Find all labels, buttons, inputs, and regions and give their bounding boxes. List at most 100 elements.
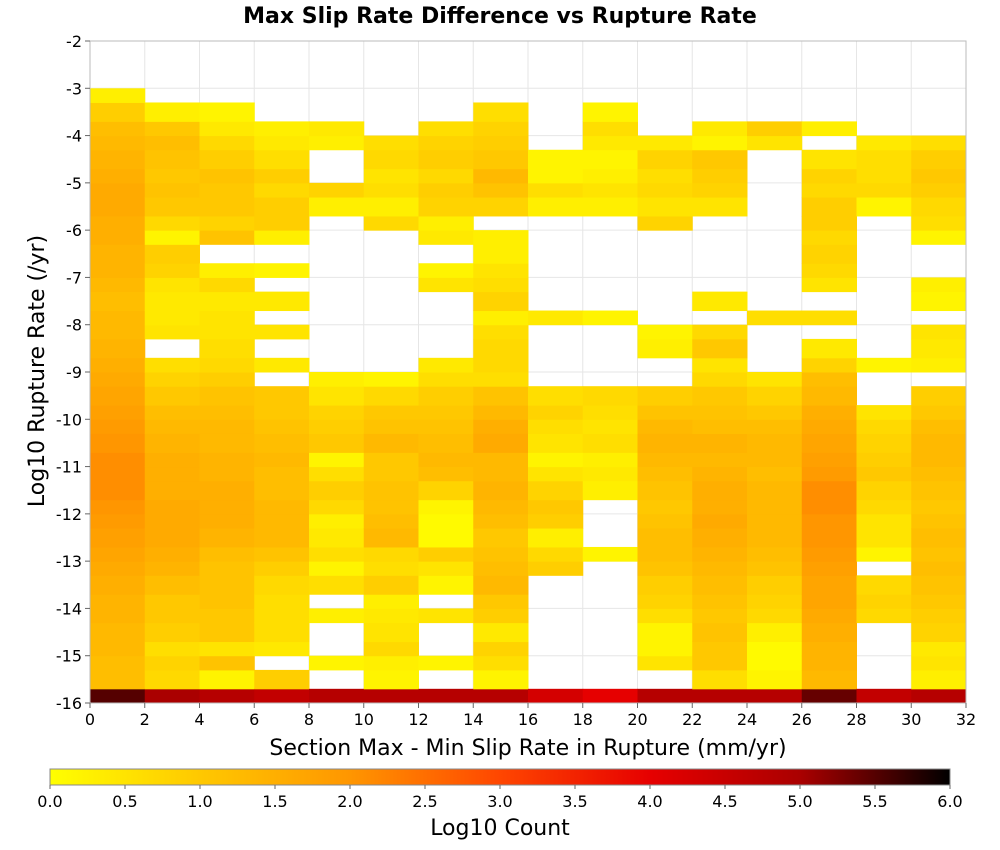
- heatmap-cell: [692, 452, 748, 468]
- heatmap-cell: [90, 263, 146, 278]
- heatmap-cell: [199, 182, 255, 198]
- heatmap-cell: [309, 466, 365, 482]
- heatmap-cell: [254, 230, 310, 245]
- heatmap-cell: [144, 277, 200, 293]
- heatmap-cell: [418, 135, 474, 151]
- heatmap-cell: [363, 513, 419, 529]
- heatmap-cell: [473, 291, 529, 312]
- heatmap-cell: [90, 277, 146, 293]
- heatmap-cell: [199, 622, 255, 643]
- heatmap-cell: [90, 480, 146, 501]
- heatmap-cell: [418, 499, 474, 515]
- heatmap-cell: [473, 277, 529, 293]
- heatmap-cell: [144, 419, 200, 434]
- heatmap-cell: [582, 121, 638, 137]
- heatmap-cell: [692, 372, 748, 387]
- heatmap-cell: [911, 135, 967, 151]
- heatmap-cell: [747, 575, 803, 595]
- heatmap-cell: [418, 215, 474, 231]
- heatmap-cell: [144, 655, 200, 671]
- y-tick-label: -9: [66, 363, 82, 382]
- heatmap-cell: [418, 386, 474, 406]
- heatmap-cell: [582, 419, 638, 434]
- heatmap-cell: [199, 561, 255, 576]
- heatmap-cell: [473, 575, 529, 595]
- heatmap-cell: [363, 452, 419, 468]
- heatmap-cell: [747, 386, 803, 406]
- heatmap-cell: [90, 182, 146, 198]
- heatmap-cell: [473, 135, 529, 151]
- heatmap-cell: [747, 513, 803, 529]
- x-tick-label: 18: [573, 710, 593, 729]
- heatmap-cell: [692, 419, 748, 434]
- heatmap-cell: [90, 561, 146, 576]
- heatmap-cell: [90, 102, 146, 122]
- heatmap-cell: [363, 608, 419, 624]
- heatmap-cell: [747, 655, 803, 671]
- heatmap-cell: [528, 405, 584, 420]
- heatmap-cell: [801, 594, 857, 609]
- y-axis: -2 -3 -4 -5 -6 -7 -8 -9 -10 -11 -12 -13 -14 -15 -16: [56, 32, 90, 713]
- heatmap-cell: [144, 372, 200, 387]
- heatmap-cell: [199, 135, 255, 151]
- heatmap-cell: [637, 182, 693, 198]
- heatmap-cell: [254, 688, 310, 704]
- heatmap-cell: [747, 641, 803, 657]
- y-tick-label: -12: [56, 505, 82, 524]
- heatmap-cell: [582, 168, 638, 184]
- colorbar-tick-label: 3.0: [487, 792, 512, 811]
- colorbar-tick-label: 1.0: [187, 792, 212, 811]
- heatmap-cell: [90, 372, 146, 387]
- y-tick-label: -3: [66, 79, 82, 98]
- heatmap-cell: [801, 561, 857, 576]
- heatmap-cell: [692, 182, 748, 198]
- heatmap-cell: [528, 546, 584, 562]
- heatmap-cell: [473, 688, 529, 704]
- heatmap-cell: [363, 405, 419, 420]
- heatmap-cell: [473, 466, 529, 482]
- heatmap-cell: [199, 452, 255, 468]
- heatmap-cell: [418, 528, 474, 548]
- x-tick-label: 10: [354, 710, 374, 729]
- heatmap-cell: [254, 149, 310, 170]
- heatmap-cell: [911, 513, 967, 529]
- y-tick-label: -7: [66, 268, 82, 287]
- colorbar-tick-label: 2.0: [337, 792, 362, 811]
- y-tick-label: -16: [56, 694, 82, 713]
- heatmap-cell: [856, 513, 912, 529]
- heatmap-cell: [473, 149, 529, 170]
- heatmap-cell: [582, 149, 638, 170]
- heatmap-cell: [254, 575, 310, 595]
- heatmap-cell: [582, 466, 638, 482]
- heatmap-cell: [199, 466, 255, 482]
- heatmap-cell: [911, 466, 967, 482]
- heatmap-cell: [856, 528, 912, 548]
- heatmap-cell: [801, 338, 857, 359]
- heatmap-cell: [637, 594, 693, 609]
- heatmap-cell: [801, 215, 857, 231]
- heatmap-cell: [582, 197, 638, 217]
- heatmap-cell: [418, 608, 474, 624]
- heatmap-cell: [911, 546, 967, 562]
- heatmap-cell: [418, 405, 474, 420]
- heatmap-cell: [199, 263, 255, 278]
- heatmap-cell: [254, 263, 310, 278]
- heatmap-cell: [90, 499, 146, 515]
- heatmap-cell: [254, 405, 310, 420]
- heatmap-cell: [90, 215, 146, 231]
- x-tick-label: 6: [249, 710, 259, 729]
- heatmap-cell: [911, 608, 967, 624]
- heatmap-cell: [637, 528, 693, 548]
- heatmap-cell: [528, 513, 584, 529]
- x-axis: 0 2 4 6 8 10 12 14 16 18 20 22 24 26 28 30 32: [85, 703, 976, 729]
- heatmap-cell: [747, 433, 803, 453]
- heatmap-cell: [801, 182, 857, 198]
- heatmap-cell: [90, 594, 146, 609]
- heatmap-cell: [199, 528, 255, 548]
- heatmap-cell: [90, 655, 146, 671]
- heatmap-cell: [911, 480, 967, 501]
- x-tick-label: 16: [518, 710, 538, 729]
- heatmap-cell: [801, 575, 857, 595]
- heatmap-cell: [144, 513, 200, 529]
